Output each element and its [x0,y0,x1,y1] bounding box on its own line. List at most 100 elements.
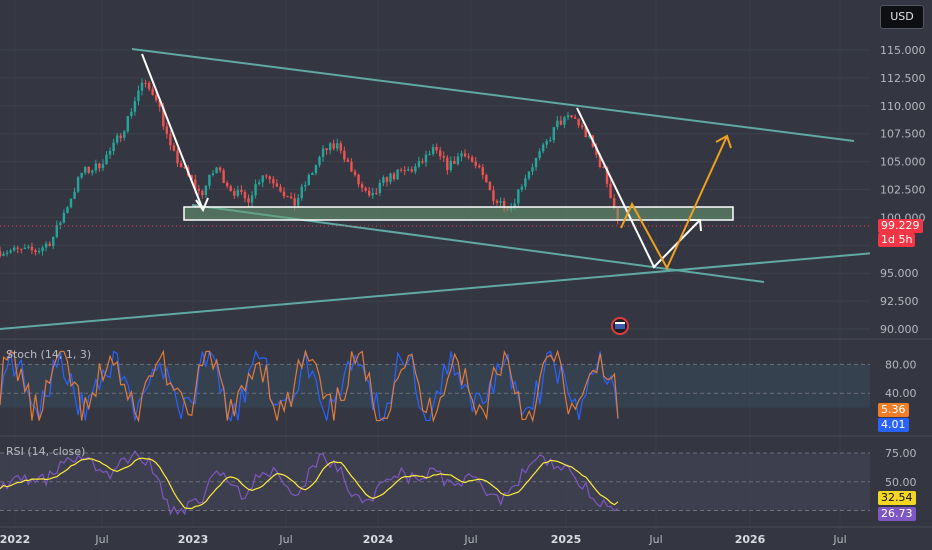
candle-body [541,144,545,152]
candle-body [328,143,332,151]
candle-body [350,161,353,172]
price-tick-label: 92.500 [880,295,919,308]
candle-body [34,250,37,253]
candle-body [208,174,211,186]
candle-body [311,173,314,175]
candle-body [424,154,428,163]
candle-body [112,142,115,152]
candle-body [27,246,30,248]
candle-body [417,161,421,167]
candle-body [140,82,144,91]
candle-body [265,175,268,177]
event-flag-stripe [615,322,625,324]
candle-body [80,172,83,178]
rising-trendline [0,252,870,330]
candle-body [488,182,492,191]
candle-body [158,100,161,107]
candle-body [165,126,169,134]
grid-lines [0,338,932,528]
time-tick-label: Jul [648,533,662,546]
candle-body [44,243,48,248]
candle-body [119,135,122,138]
candle-body [176,150,179,164]
candle-body [211,173,215,175]
candle-body [300,186,303,199]
candle-body [378,182,382,194]
candle-body [115,135,119,143]
candle-body [144,82,147,84]
rsi-tick-label: 50.00 [885,476,917,489]
candle-body [566,115,570,118]
candle-body [584,127,587,138]
stoch-title[interactable]: Stoch (14, 1, 3) [6,348,92,361]
rsi-title[interactable]: RSI (14, close) [6,445,86,458]
rsi-pane [0,449,870,516]
candle-body [399,169,403,171]
candle-body [556,120,559,128]
candle-body [357,174,360,185]
candle-body [534,157,538,168]
candle-body [226,182,229,187]
candle-body [325,148,328,151]
candle-body [513,203,516,208]
candle-body [517,189,520,204]
time-tick-label: 2026 [735,533,766,546]
candle-body [481,167,484,176]
candle-body [13,247,16,251]
candle-body [254,183,257,196]
candle-body [368,190,371,196]
candle-body [332,143,335,149]
event-flag-body [615,322,625,329]
candle-body [84,167,87,173]
candle-body [197,188,200,191]
candle-body [126,116,129,132]
candle-body [609,183,612,199]
candle-body [339,143,342,151]
candle-body [531,167,534,172]
candle-body [467,156,470,158]
candle-body [289,196,293,199]
candle-body [371,192,374,196]
candle-body [410,169,413,172]
candle-body [147,82,151,89]
rsi-tick-label: 75.00 [885,447,917,460]
candle-body [279,186,282,192]
candle-body [435,147,438,151]
candle-body [66,207,69,213]
candle-body [229,186,232,192]
candle-body [282,191,286,197]
candle-body [612,198,616,209]
candle-body [76,177,80,192]
candle-body [9,250,12,253]
candle-body [91,170,94,173]
last-price-tag: 99.229 [878,219,923,233]
stoch-d-tag: 4.01 [878,418,909,432]
candle-body [549,140,552,142]
price-tick-label: 115.000 [880,44,926,57]
candle-body [222,170,225,183]
candle-body [563,117,566,125]
price-tick-label: 102.500 [880,184,926,197]
stoch-pane [0,349,870,423]
candle-body [48,243,51,246]
candle-body [286,196,289,198]
candle-body [463,153,467,157]
candle-body [360,184,364,188]
candle-body [545,140,548,145]
drawings-layer [0,48,870,335]
axes: 115.000 112.500 110.000 107.500 105.000 102.5… [0,44,926,546]
candle-body [62,212,66,223]
candle-body [421,161,424,163]
candle-body [233,191,236,196]
candle-body [478,165,481,168]
candle-body [495,200,499,203]
candle-body [346,159,350,162]
candle-body [453,160,456,164]
currency-button[interactable]: USD [880,5,924,29]
time-tick-label: 2024 [363,533,394,546]
candle-body [297,198,300,206]
candle-body [577,118,580,126]
candle-body [59,222,62,225]
candle-body [318,157,321,166]
